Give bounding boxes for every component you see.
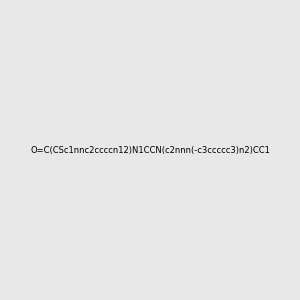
Text: O=C(CSc1nnc2ccccn12)N1CCN(c2nnn(-c3ccccc3)n2)CC1: O=C(CSc1nnc2ccccn12)N1CCN(c2nnn(-c3ccccc… [30,146,270,154]
